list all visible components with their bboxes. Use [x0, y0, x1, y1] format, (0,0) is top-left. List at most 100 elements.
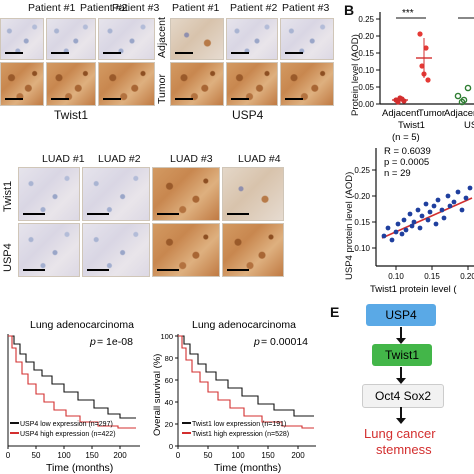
row-label-tumor: Tumor	[156, 74, 168, 104]
data-point	[445, 193, 451, 199]
data-point	[451, 199, 457, 205]
data-point	[425, 217, 431, 223]
caption-twist1: Twist1	[54, 108, 89, 122]
y-tick-label: 0.20	[354, 192, 370, 201]
ihc-image-luad2-twist1	[82, 167, 150, 221]
x-tick-label: 100	[57, 451, 71, 460]
y-tick-label: 100	[160, 332, 173, 341]
x-tick-label: 0	[176, 451, 181, 460]
data-point	[417, 225, 423, 231]
data-point	[458, 98, 466, 106]
ihc-image-usp4-adjacent-1	[170, 18, 224, 60]
y-tick-label: 0.15	[354, 218, 370, 227]
legend-high: USP4 high expression (n=422)	[20, 431, 116, 438]
legend-low: USP4 low expression (n=297)	[20, 421, 113, 428]
y-ticks: 0 20 40 60 80 100	[160, 332, 178, 451]
data-point	[407, 211, 413, 217]
data-point	[427, 209, 433, 215]
x-tick-label: 150	[261, 451, 275, 460]
data-point	[423, 45, 429, 51]
data-point	[454, 92, 462, 100]
y-tick-label: 0.00	[358, 100, 374, 109]
y-tick-label: 0	[169, 442, 173, 451]
ihc-image-twist1-tumor-1	[0, 62, 44, 106]
stat-p: p = 0.0005	[384, 157, 429, 168]
node-usp4: USP4	[366, 304, 436, 326]
panel-b-dotplot: Protein level (AOD) 0.00 0.05 0.10 0.15 0.20…	[350, 8, 474, 143]
ihc-image-twist1-tumor-3	[98, 62, 155, 106]
panel-km-right: Lung adenocarcinoma Overall survival (%)…	[152, 319, 316, 474]
y-axis-label: Protein level (AOD)	[350, 34, 361, 116]
data-point	[467, 185, 473, 191]
survival-curves	[8, 335, 136, 429]
x-tick-label: 0	[6, 451, 11, 460]
arrow-down-icon	[396, 367, 406, 384]
y-tick-label: 0.25	[354, 166, 370, 175]
x-tick-label: 0.20	[460, 272, 474, 281]
y-ticks: 0.00 0.05 0.10 0.15 0.20 0.25	[358, 15, 380, 109]
y-tick-label: 0.20	[358, 32, 374, 41]
ihc-image-twist1-adjacent-3	[98, 18, 155, 60]
data-point	[401, 217, 407, 223]
x-axis-label: Twist1 protein level (	[370, 284, 457, 295]
row-label-adjacent: Adjacent	[156, 17, 168, 58]
col-header: Patient #2	[80, 2, 128, 14]
outcome-line-2: stemness	[376, 442, 432, 457]
ihc-image-usp4-adjacent-2	[226, 18, 278, 60]
x-ticks: 0 50 100 150 200	[6, 446, 127, 460]
col-header: Patient #1	[28, 2, 76, 14]
data-point	[419, 213, 425, 219]
ihc-image-luad3-twist1	[152, 167, 220, 221]
survival-curve	[178, 335, 314, 429]
ihc-image-luad2-usp4	[82, 223, 150, 277]
km-title: Lung adenocarcinoma	[30, 319, 134, 331]
y-tick-label: 0.25	[358, 15, 374, 24]
panel-km-left: Lung adenocarcinoma p = 1e-08 USP4 low e…	[6, 319, 140, 474]
node-oct4-sox2: Oct4 Sox2	[362, 384, 444, 408]
data-point	[409, 223, 415, 229]
x-tick-label: 150	[85, 451, 99, 460]
data-point	[417, 31, 423, 37]
data-point	[423, 201, 429, 207]
data-point	[415, 207, 421, 213]
axis-ticks: 0.10 0.15 0.20 0.25 0.10 0.15 0.20	[354, 166, 474, 281]
y-tick-label: 40	[165, 398, 173, 407]
ihc-image-luad1-twist1	[18, 167, 80, 221]
y-tick-label: 80	[165, 354, 173, 363]
col-header: Patient #3	[282, 2, 330, 14]
data-point	[433, 221, 439, 227]
ihc-image-luad4-usp4	[222, 223, 284, 277]
data-point	[395, 221, 401, 227]
data-point	[381, 233, 387, 239]
caption-usp4: USP4	[232, 108, 264, 122]
data-point	[403, 227, 409, 233]
panel-d-scatter: USP4 protein level (AOD) R = 0.6039 p = …	[344, 146, 474, 295]
x-axis-label: Time (months)	[46, 462, 113, 474]
ihc-image-luad3-usp4	[152, 223, 220, 277]
node-twist1: Twist1	[372, 344, 432, 366]
data-point	[439, 207, 445, 213]
x-ticks: 0 50 100 150 200	[176, 446, 305, 460]
x-tick-label: 0.15	[424, 272, 440, 281]
significance-mark: ***	[402, 8, 414, 19]
km-title: Lung adenocarcinoma	[192, 319, 296, 331]
group-label-partial: US	[464, 120, 474, 131]
n-label: (n = 5)	[392, 132, 420, 143]
data-points	[381, 185, 473, 243]
ihc-image-usp4-tumor-1	[170, 62, 224, 106]
ihc-image-usp4-tumor-2	[226, 62, 278, 106]
p-label: p	[253, 336, 260, 348]
data-point	[441, 215, 447, 221]
y-axis-label: Overall survival (%)	[152, 354, 163, 436]
category-label: Tumor	[418, 108, 445, 119]
x-tick-label: 200	[291, 451, 305, 460]
ihc-image-twist1-adjacent-2	[46, 18, 96, 60]
y-tick-label: 0.10	[358, 66, 374, 75]
col-header: LUAD #4	[238, 153, 281, 165]
survival-curves	[178, 335, 314, 429]
col-header: LUAD #3	[170, 153, 213, 165]
data-point	[455, 189, 461, 195]
outcome-line-1: Lung cancer	[364, 426, 436, 441]
data-point	[411, 219, 417, 225]
panel-letter-b: B	[344, 2, 355, 18]
